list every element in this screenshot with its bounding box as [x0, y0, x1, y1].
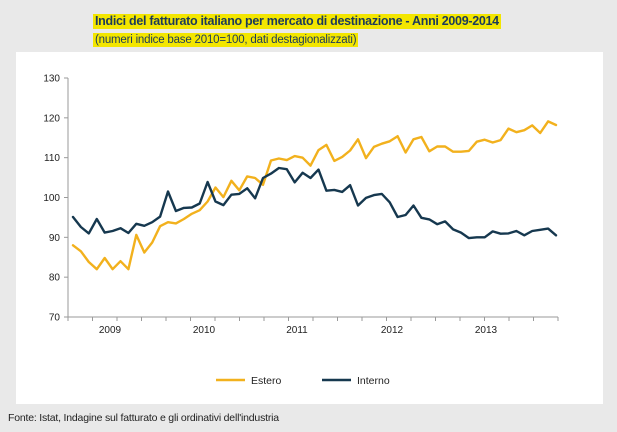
- source-note: Fonte: Istat, Indagine sul fatturato e g…: [8, 412, 279, 424]
- chart-title: Indici del fatturato italiano per mercat…: [93, 14, 501, 29]
- series-line-interno: [71, 166, 558, 240]
- legend-label-estero: Estero: [251, 375, 282, 387]
- y-tick-label: 90: [49, 233, 61, 244]
- y-tick-label: 130: [43, 74, 60, 85]
- x-tick-label: 2011: [286, 325, 308, 336]
- x-tick-label: 2013: [475, 325, 498, 336]
- y-tick-label: 70: [49, 313, 61, 324]
- y-tick-label: 120: [43, 113, 60, 124]
- x-tick-label: 2010: [193, 325, 216, 336]
- chart-title-block: Indici del fatturato italiano per mercat…: [93, 12, 501, 48]
- x-tick-label: 2012: [381, 325, 404, 336]
- y-tick-label: 110: [44, 153, 60, 164]
- y-tick-label: 80: [49, 273, 61, 284]
- chart-subtitle: (numeri indice base 2010=100, dati desta…: [93, 33, 359, 47]
- plot-panel: [16, 52, 603, 404]
- y-tick-label: 100: [43, 193, 60, 204]
- series-line-estero: [71, 120, 558, 271]
- x-tick-label: 2009: [99, 325, 122, 336]
- legend-label-interno: Interno: [357, 375, 390, 387]
